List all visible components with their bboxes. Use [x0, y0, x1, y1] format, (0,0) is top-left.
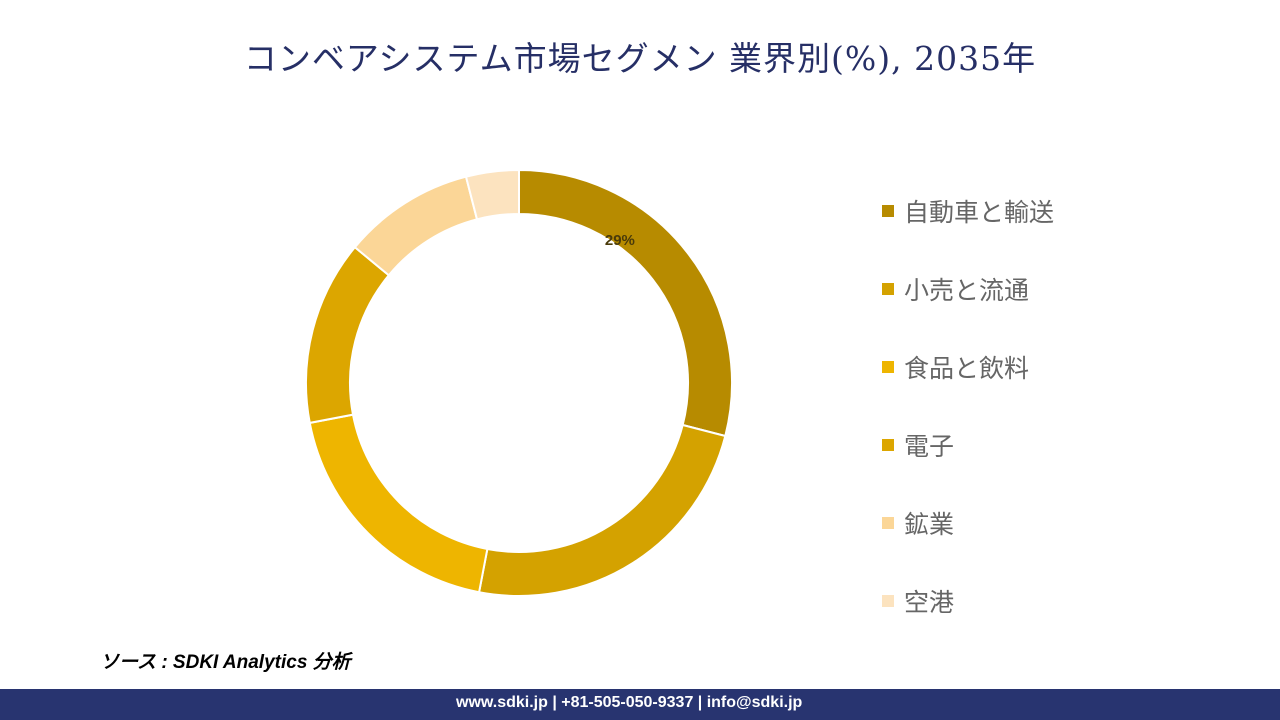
- legend-label: 電子: [904, 432, 955, 461]
- legend-item: 小売と流通: [882, 250, 1054, 328]
- legend-swatch: [882, 517, 894, 529]
- source-note: ソース : SDKI Analytics 分析: [100, 652, 351, 673]
- donut-slice-6: [464, 168, 520, 221]
- donut-slice-2: [477, 423, 727, 597]
- legend: 自動車と輸送 小売と流通食品と飲料電子鉱業空港: [882, 172, 1054, 640]
- data-label: 29%: [605, 232, 635, 249]
- donut-slice-4: [305, 245, 391, 425]
- legend-label: 空港: [904, 588, 955, 617]
- chart-title: コンベアシステム市場セグメン 業界別(%), 2035年: [243, 39, 1037, 78]
- legend-swatch: [882, 205, 894, 217]
- donut-chart: 29%: [305, 168, 733, 597]
- legend-item: 自動車と輸送: [882, 172, 1054, 250]
- legend-label: 鉱業: [904, 510, 955, 539]
- legend-swatch: [882, 595, 894, 607]
- donut-slice-3: [308, 413, 489, 594]
- footer-contact: www.sdki.jp | +81-505-050-9337 | info@sd…: [456, 694, 803, 711]
- footer-bar: www.sdki.jp | +81-505-050-9337 | info@sd…: [0, 689, 1280, 720]
- legend-item: 食品と飲料: [882, 328, 1054, 406]
- legend-swatch: [882, 361, 894, 373]
- legend-swatch: [882, 439, 894, 451]
- legend-swatch: [882, 283, 894, 295]
- legend-label: 食品と飲料: [904, 354, 1030, 383]
- donut-slice-5: [353, 175, 479, 277]
- legend-item: 空港: [882, 562, 1054, 640]
- legend-label: 小売と流通: [904, 276, 1030, 305]
- legend-item: 電子: [882, 406, 1054, 484]
- donut-slice-1: [518, 168, 733, 438]
- legend-label: 自動車と輸送: [904, 198, 1055, 227]
- legend-item: 鉱業: [882, 484, 1054, 562]
